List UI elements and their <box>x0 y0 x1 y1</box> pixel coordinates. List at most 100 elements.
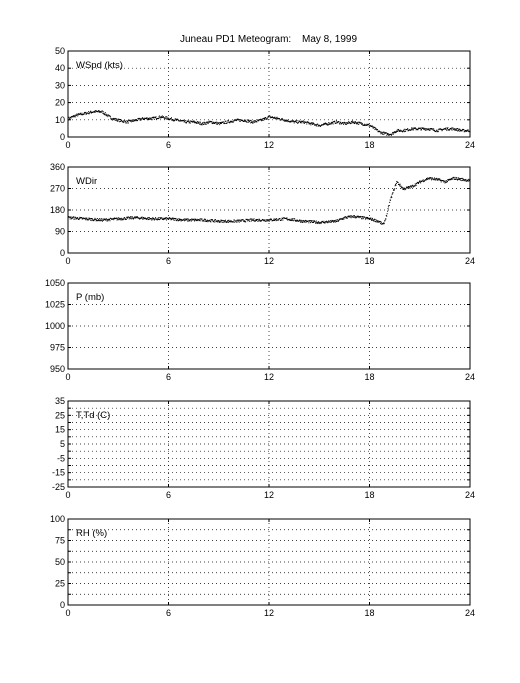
data-point <box>433 177 435 179</box>
data-point <box>351 215 353 217</box>
data-point <box>150 218 152 220</box>
data-point <box>326 221 328 223</box>
panel-5: 0 6 12 18 24 0 25 50 75 100 RH (%) <box>50 514 475 618</box>
data-point <box>420 129 422 131</box>
data-point <box>359 121 361 123</box>
data-point <box>335 220 337 222</box>
data-point <box>211 219 213 221</box>
data-point <box>433 179 435 181</box>
data-point <box>305 221 307 223</box>
data-point <box>420 128 422 130</box>
data-point <box>307 220 309 222</box>
data-point <box>98 110 100 112</box>
data-point <box>273 218 275 220</box>
y-tick-label: 25 <box>55 410 65 420</box>
data-point <box>136 217 138 219</box>
data-point <box>159 217 161 219</box>
data-point <box>184 120 186 122</box>
y-tick-label: 10 <box>55 115 65 125</box>
data-point <box>301 221 303 223</box>
data-point <box>119 218 121 220</box>
data-point <box>141 117 143 119</box>
data-point <box>300 219 302 221</box>
data-point <box>368 218 370 220</box>
data-point <box>369 125 371 127</box>
data-point <box>276 116 278 118</box>
data-point <box>430 128 432 130</box>
data-point <box>240 119 242 121</box>
data-point <box>242 219 244 221</box>
data-point <box>158 217 160 219</box>
data-point <box>276 218 278 220</box>
data-point <box>419 180 421 182</box>
y-tick-label: 0 <box>60 248 65 258</box>
data-point <box>394 188 396 190</box>
data-point <box>433 128 435 130</box>
data-point <box>423 180 425 182</box>
data-point <box>101 110 103 112</box>
data-point <box>286 119 288 121</box>
data-point <box>410 186 412 188</box>
data-point <box>412 128 414 130</box>
data-point <box>271 218 273 220</box>
data-point <box>372 217 374 219</box>
data-point <box>371 219 373 221</box>
data-point <box>104 112 106 114</box>
data-point <box>90 111 92 113</box>
data-point <box>424 128 426 130</box>
data-point <box>306 123 308 125</box>
data-point <box>353 215 355 217</box>
data-point <box>414 185 416 187</box>
data-point <box>145 217 147 219</box>
data-point <box>390 134 392 136</box>
data-point <box>160 115 162 117</box>
data-point <box>150 118 152 120</box>
data-point <box>429 129 431 131</box>
data-point <box>272 220 274 222</box>
data-point <box>185 122 187 124</box>
data-point <box>458 129 460 131</box>
data-point <box>223 123 225 125</box>
data-point <box>141 118 143 120</box>
data-point <box>354 121 356 123</box>
data-point <box>336 120 337 122</box>
data-point <box>235 120 237 122</box>
data-point <box>197 220 199 222</box>
data-point <box>459 179 461 181</box>
data-point <box>101 220 103 222</box>
data-point <box>402 187 404 189</box>
data-point <box>254 220 256 222</box>
data-point <box>370 217 372 219</box>
data-point <box>313 221 315 223</box>
data-point <box>374 221 376 223</box>
data-point <box>152 217 154 219</box>
data-point <box>116 120 118 122</box>
data-point <box>369 218 371 220</box>
data-point <box>410 185 412 187</box>
data-point <box>260 118 262 120</box>
data-point <box>427 128 429 130</box>
data-point <box>310 122 312 124</box>
data-point <box>325 123 327 125</box>
data-point <box>251 218 253 220</box>
data-point <box>104 218 106 220</box>
data-point <box>411 129 413 131</box>
data-point <box>121 218 123 220</box>
data-point <box>423 127 425 129</box>
data-point <box>230 221 232 223</box>
data-point <box>387 210 389 212</box>
data-point <box>251 120 253 122</box>
data-point <box>226 122 228 124</box>
data-point <box>107 116 109 118</box>
data-point <box>70 117 72 119</box>
data-point <box>380 133 382 135</box>
data-point <box>107 220 109 222</box>
data-point <box>86 113 88 115</box>
data-point <box>207 122 209 124</box>
data-point <box>142 216 144 218</box>
data-point <box>84 112 86 114</box>
data-point <box>311 122 313 124</box>
data-point <box>421 127 423 129</box>
data-point <box>97 110 99 112</box>
data-point <box>425 128 427 130</box>
